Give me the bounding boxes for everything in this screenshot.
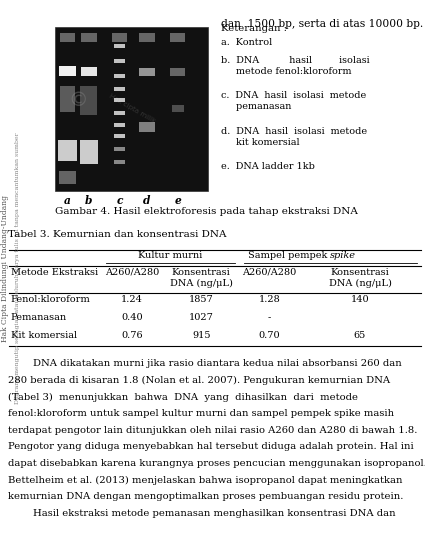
Bar [172,105,184,112]
Text: a.  Kontrol: a. Kontrol [221,38,272,47]
Text: Keterangan :: Keterangan : [221,24,287,33]
Bar [114,59,125,63]
Bar [114,161,125,164]
Text: 1.24: 1.24 [121,295,143,304]
Text: e: e [174,195,181,206]
Bar [80,140,98,164]
Text: d: d [143,195,151,206]
Bar [59,171,76,184]
Bar [81,67,96,76]
Text: ©: © [68,91,88,110]
Text: Hasil ekstraksi metode pemanasan menghasilkan konsentrasi DNA dan: Hasil ekstraksi metode pemanasan menghas… [8,509,396,518]
Text: 65: 65 [354,331,366,340]
Bar [114,86,125,91]
Text: 1.28: 1.28 [258,295,280,304]
Text: DNA dikatakan murni jika rasio diantara kedua nilai absorbansi 260 dan: DNA dikatakan murni jika rasio diantara … [8,359,402,368]
Text: d.  DNA  hasil  isolasi  metode
     kit komersial: d. DNA hasil isolasi metode kit komersia… [221,127,367,147]
Bar [114,74,125,78]
Text: c.  DNA  hasil  isolasi  metode
     pemanasan: c. DNA hasil isolasi metode pemanasan [221,91,366,111]
Bar [59,66,76,76]
Bar [114,111,125,115]
Text: 140: 140 [351,295,369,304]
Text: Dilarang mengutip sebagian atau seluruh karya tulis ini tanpa mencantumkan sumbe: Dilarang mengutip sebagian atau seluruh … [15,133,20,404]
Text: b.  DNA          hasil         isolasi
     metode fenol:kloroform: b. DNA hasil isolasi metode fenol:klorof… [221,56,370,76]
Bar [139,33,155,41]
Text: Fenol:kloroform: Fenol:kloroform [11,295,91,304]
Text: Gambar 4. Hasil elektroforesis pada tahap ekstraksi DNA: Gambar 4. Hasil elektroforesis pada taha… [55,207,358,216]
Bar [80,86,97,115]
Text: e.  DNA ladder 1kb: e. DNA ladder 1kb [221,162,315,171]
Text: Kit komersial: Kit komersial [11,331,77,340]
Bar [114,134,125,138]
Text: Tabel 3. Kemurnian dan konsentrasi DNA: Tabel 3. Kemurnian dan konsentrasi DNA [8,230,227,239]
Text: a: a [64,195,71,206]
Text: Metode Ekstraksi: Metode Ekstraksi [11,268,98,277]
Text: (Tabel 3)  menunjukkan  bahwa  DNA  yang  dihasilkan  dari  metode: (Tabel 3) menunjukkan bahwa DNA yang dih… [8,393,359,402]
Text: Kultur murni: Kultur murni [138,251,202,260]
Bar [114,44,125,48]
Bar [170,33,185,41]
Bar [114,122,125,127]
Bar [170,68,185,76]
Text: Konsentrasi
DNA (ng/μL): Konsentrasi DNA (ng/μL) [170,268,232,287]
Text: dapat disebabkan karena kurangnya proses pencucian menggunakan isopropanol.: dapat disebabkan karena kurangnya proses… [8,459,425,468]
Bar [112,33,127,41]
Bar [58,140,76,161]
Text: Bettelheim et al. (2013) menjelaskan bahwa isopropanol dapat meningkatkan: Bettelheim et al. (2013) menjelaskan bah… [8,476,403,485]
Text: -: - [268,313,271,322]
Text: terdapat pengotor lain ditunjukkan oleh nilai rasio A260 dan A280 di bawah 1.8.: terdapat pengotor lain ditunjukkan oleh … [8,426,418,435]
Bar [139,68,155,76]
Bar [60,86,75,112]
Text: 0.76: 0.76 [122,331,143,340]
Bar [139,122,155,132]
Bar [114,147,125,151]
Text: 1857: 1857 [189,295,214,304]
Bar [55,27,208,191]
Text: Hak cipta milik: Hak cipta milik [108,93,156,125]
Text: Pengotor yang diduga menyebabkan hal tersebut diduga adalah protein. Hal ini: Pengotor yang diduga menyebabkan hal ter… [8,442,414,452]
Text: spike: spike [330,251,356,260]
Text: kemurnian DNA dengan mengoptimalkan proses pembuangan residu protein.: kemurnian DNA dengan mengoptimalkan pros… [8,492,404,502]
Text: b: b [85,195,93,206]
Text: c: c [116,195,123,206]
Bar [81,33,96,41]
Bar [114,98,125,102]
Text: Sampel pempek: Sampel pempek [247,251,330,260]
Bar [60,33,75,41]
Text: Hak Cipta Dilindungi Undang-Undang: Hak Cipta Dilindungi Undang-Undang [1,195,9,342]
Text: fenol:kloroform untuk sampel kultur murni dan sampel pempek spike masih: fenol:kloroform untuk sampel kultur murn… [8,409,395,418]
Text: 0.40: 0.40 [122,313,143,322]
Text: 280 berada di kisaran 1.8 (Nolan et al. 2007). Pengukuran kemurnian DNA: 280 berada di kisaran 1.8 (Nolan et al. … [8,376,391,385]
Text: dan  1500 bp, serta di atas 10000 bp.: dan 1500 bp, serta di atas 10000 bp. [221,19,423,29]
Text: A260/A280: A260/A280 [242,268,296,277]
Text: Konsentrasi
DNA (ng/μL): Konsentrasi DNA (ng/μL) [329,268,391,287]
Text: A260/A280: A260/A280 [105,268,159,277]
Text: 0.70: 0.70 [258,331,280,340]
Text: 915: 915 [192,331,210,340]
Text: Pemanasan: Pemanasan [11,313,67,322]
Text: 1027: 1027 [189,313,214,322]
